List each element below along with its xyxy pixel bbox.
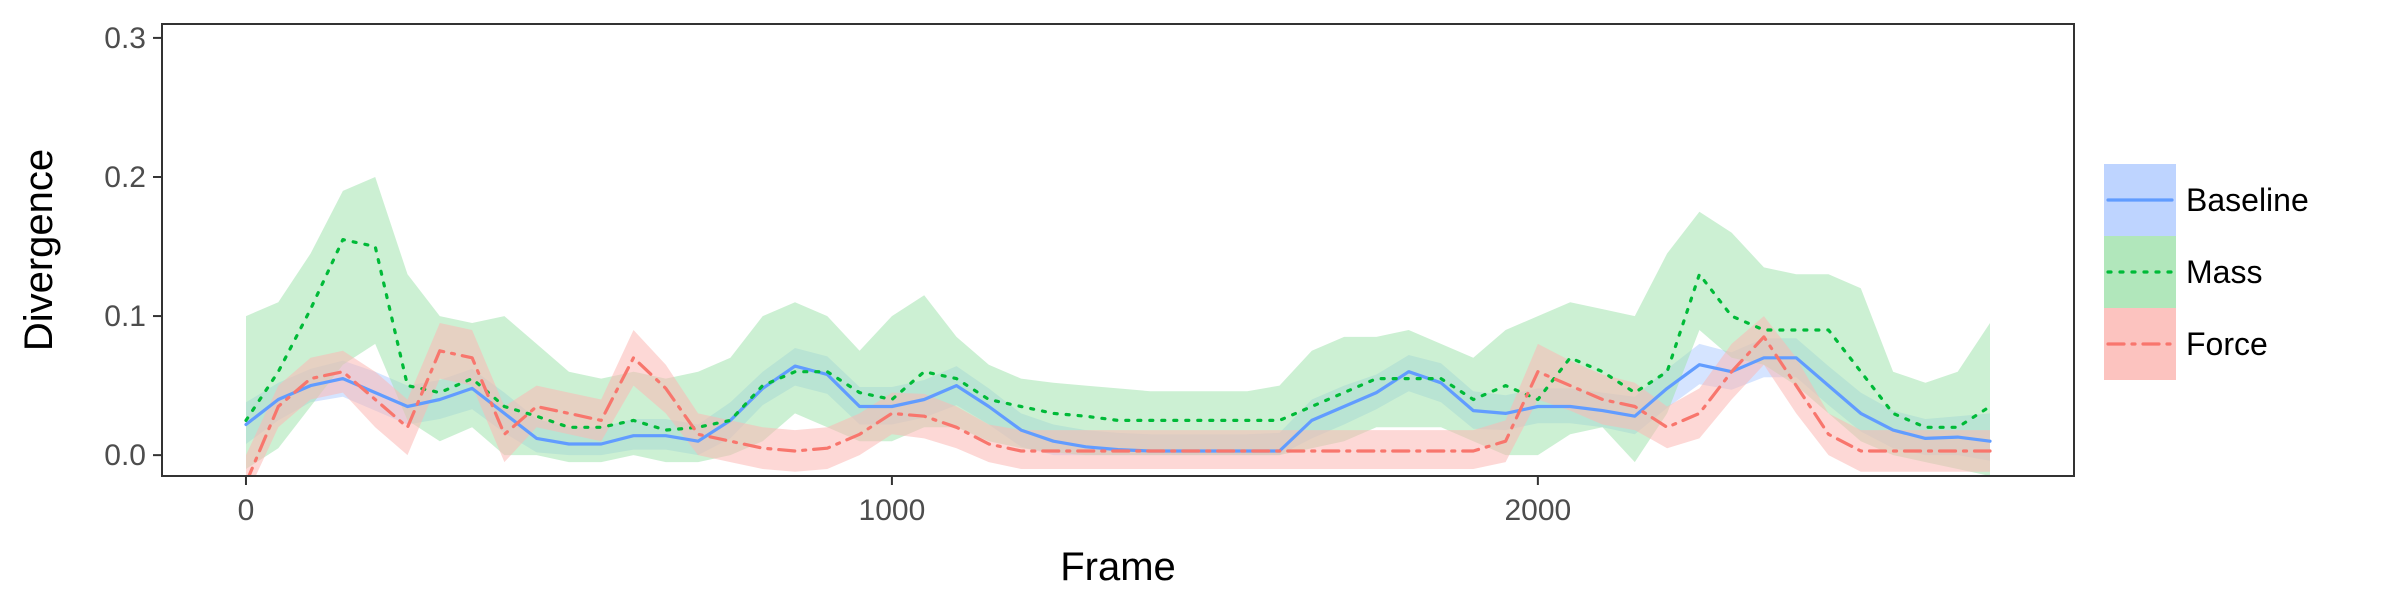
x-tick-label: 2000 [1504,494,1571,527]
legend-label-baseline: Baseline [2186,182,2309,218]
x-axis: 0 1000 2000 [238,476,1571,527]
series-lines [244,238,1992,476]
legend-label-force: Force [2186,326,2268,362]
legend: Baseline Mass Force [2104,164,2309,380]
y-tick-label: 0.0 [104,439,146,472]
y-axis-title: Divergence [17,149,61,351]
x-tick-label: 1000 [859,494,926,527]
force-series-line [247,335,1992,476]
y-tick-label: 0.3 [104,22,146,55]
y-axis: 0.0 0.1 0.2 0.3 [104,22,162,472]
x-axis-title: Frame [1060,545,1176,589]
legend-key-mass [2104,236,2176,308]
y-tick-label: 0.1 [104,300,146,333]
force-confidence-band [246,316,1990,476]
plot-panel-border [161,23,2075,477]
mass-series-line [244,238,1992,432]
x-tick-label: 0 [238,494,255,527]
y-tick-label: 0.2 [104,161,146,194]
legend-label-mass: Mass [2186,254,2262,290]
